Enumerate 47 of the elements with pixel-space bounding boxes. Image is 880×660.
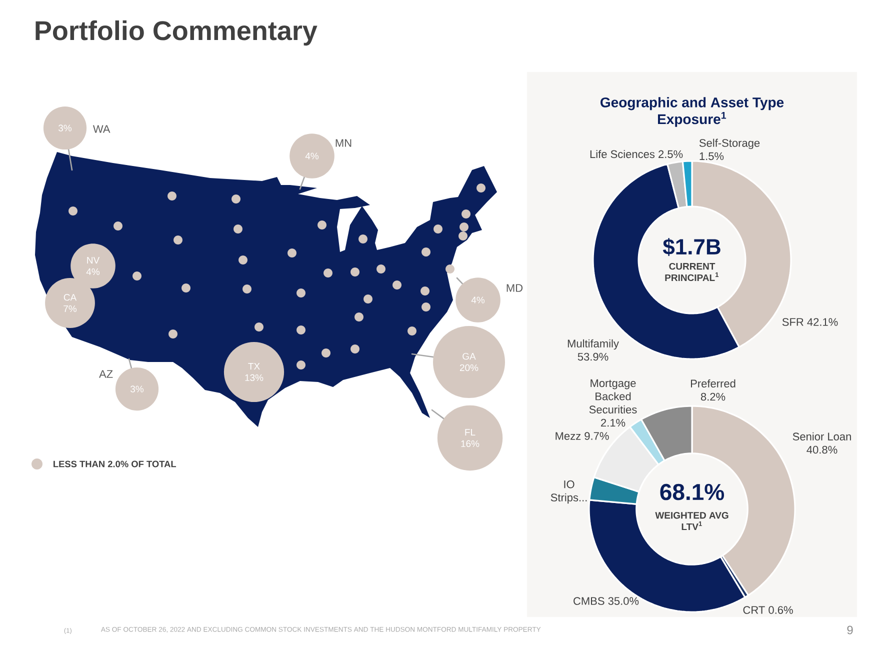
category-label: AZ <box>99 370 113 378</box>
data-label: 3% <box>130 386 144 392</box>
slice-label: IO Strips... <box>550 480 587 504</box>
data-label: 20% <box>460 364 478 372</box>
data-label: 4% <box>305 152 319 160</box>
text: LESS THAN 2.0% OF TOTAL <box>54 460 176 468</box>
category-label: GA <box>462 352 476 360</box>
slice-label: Life Sciences <box>590 150 655 158</box>
text: $1.7B <box>662 238 720 256</box>
slice-label: Mezz <box>556 432 581 440</box>
data-label: 35.0% <box>608 597 639 605</box>
category-label: NV <box>87 257 100 264</box>
text: CURRENT PRINCIPAL$^{1}$ <box>665 262 719 282</box>
data-label: 1.5% <box>700 152 724 160</box>
data-label: 4% <box>471 296 485 304</box>
text: Portfolio Commentary <box>36 20 318 46</box>
category-label: WA <box>92 125 110 133</box>
text: WEIGHTED AVG LTV$^{1}$ <box>655 512 728 530</box>
category-label: CA <box>64 294 77 301</box>
slice-label: Multifamily <box>568 339 619 350</box>
data-label: 2.5% <box>658 150 683 158</box>
data-label: 42.1% <box>807 318 838 326</box>
slice-label: Self-Storage <box>699 138 760 150</box>
data-label: 13% <box>245 374 264 382</box>
data-label: 8.2% <box>700 392 726 401</box>
text: 68.1% <box>660 484 724 500</box>
category-label: MD <box>506 284 523 292</box>
data-label: 16% <box>461 440 480 448</box>
category-label: TX <box>248 363 260 370</box>
data-label: 7% <box>64 305 77 312</box>
slice-label: CMBS <box>574 597 604 605</box>
data-label: 9.7% <box>584 432 609 440</box>
data-label: 0.6% <box>768 606 793 614</box>
category-label: FL <box>465 429 476 436</box>
data-label: 53.9% <box>578 352 608 361</box>
text: 9 <box>847 626 853 634</box>
slice-label: Preferred <box>690 379 736 388</box>
slice-label: SFR <box>782 318 804 326</box>
slice-label: CRT <box>743 606 765 614</box>
slice-label: Mortgage Backed Securities <box>589 379 637 414</box>
category-label: MN <box>336 139 352 147</box>
data-label: 40.8% <box>806 446 838 454</box>
data-label: 3% <box>58 124 72 132</box>
chart-title: Geographic and Asset Type Exposure$^{1}$ <box>600 97 784 127</box>
slice-label: Senior Loan <box>792 432 851 440</box>
data-label: 4% <box>86 268 100 276</box>
data-label: 2.1% <box>601 418 626 427</box>
